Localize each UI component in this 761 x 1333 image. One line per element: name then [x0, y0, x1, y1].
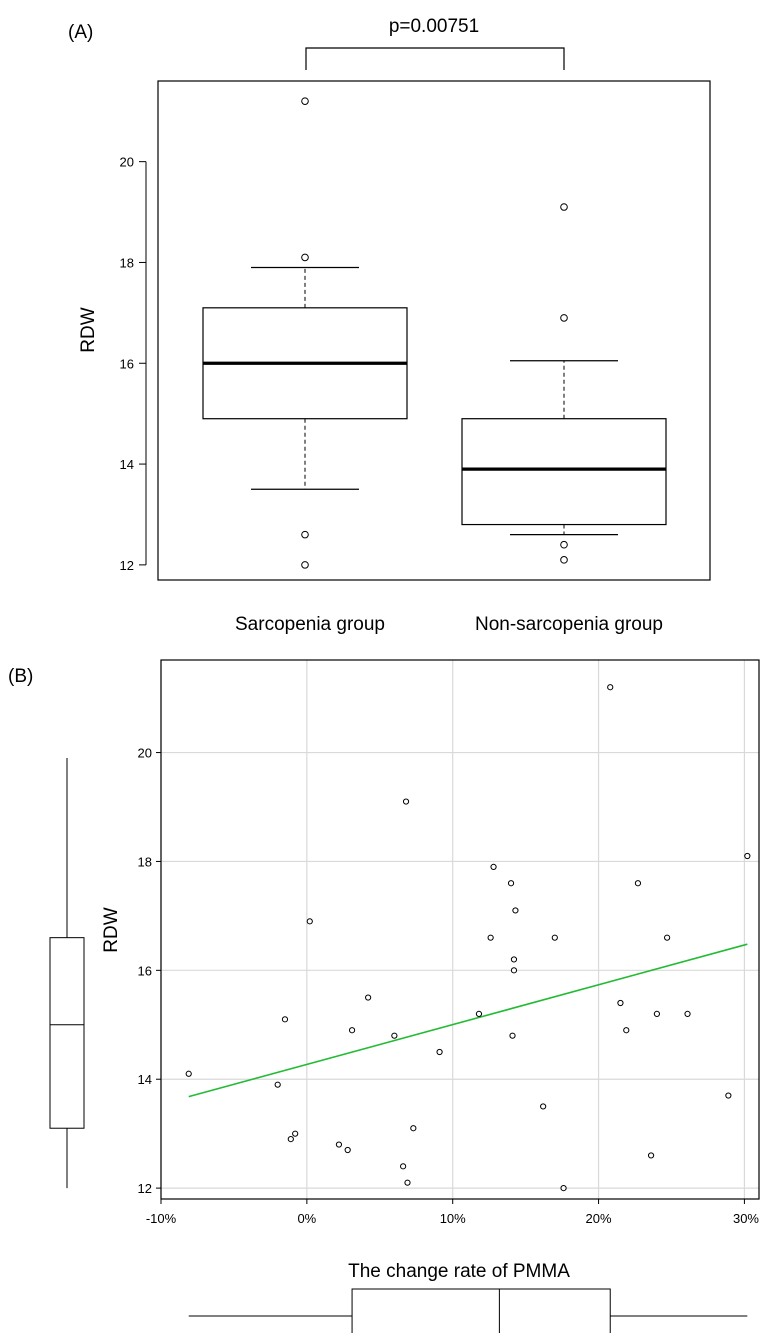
- scatter-point: [551, 934, 558, 941]
- scatter-point: [634, 880, 642, 887]
- x-tick-label-b: 10%: [440, 1211, 466, 1226]
- scatter-point: [436, 1048, 443, 1056]
- panel-b-label: (B): [8, 666, 33, 687]
- outlier-point: [560, 203, 568, 211]
- scatter-point: [684, 1010, 691, 1017]
- marginal-x-iqr-box: [351, 1288, 611, 1333]
- y-axis-a: 12 14 16 18 20: [120, 155, 147, 573]
- scatter-point: [540, 1103, 547, 1110]
- y-tick-label-a: 16: [120, 356, 134, 371]
- scatter-point: [287, 1136, 294, 1143]
- outlier-point: [560, 314, 568, 322]
- scatter-point: [647, 1152, 655, 1159]
- y-tick-label-b: 12: [138, 1181, 152, 1196]
- scatter-point: [400, 1163, 407, 1170]
- scatter-point: [402, 798, 410, 805]
- y-tick-label-a: 18: [120, 255, 134, 270]
- scatter-point: [607, 684, 614, 691]
- scatter-point: [391, 1032, 398, 1039]
- scatter-point: [653, 1010, 661, 1017]
- y-tick-label-b: 16: [138, 963, 152, 978]
- x-tick-label-b: 0%: [297, 1211, 316, 1226]
- outlier-point: [301, 561, 309, 569]
- iqr-box: [461, 418, 667, 526]
- scatter-point: [365, 994, 372, 1001]
- scatter-point: [512, 907, 519, 914]
- regression-line: [188, 943, 748, 1098]
- scatter-point: [344, 1146, 351, 1154]
- scatter-point: [510, 967, 518, 974]
- boxes-a: [202, 97, 667, 569]
- scatter-point: [560, 1185, 567, 1192]
- p-value-annotation: p=0.00751: [389, 16, 479, 37]
- plot-frame-b: [160, 659, 760, 1200]
- scatter-point: [404, 1179, 411, 1186]
- x-axis-b: -10% 0% 10% 20% 30%: [146, 1199, 759, 1226]
- scatter-point: [335, 1141, 343, 1148]
- marginal-y-iqr-box: [49, 937, 85, 1129]
- plot-frame-a: [157, 80, 711, 581]
- scatter-point: [507, 880, 515, 887]
- scatter-point: [274, 1081, 281, 1088]
- outlier-point: [560, 540, 568, 549]
- outlier-point: [560, 556, 568, 564]
- y-tick-label-b: 14: [138, 1072, 152, 1087]
- y-tick-label-a: 20: [120, 155, 134, 170]
- box-sarcopenia: [202, 97, 408, 569]
- marginal-y-boxplot: [49, 758, 85, 1189]
- scatter-point: [487, 934, 494, 941]
- scatter-point: [281, 1016, 289, 1023]
- y-axis-label-a: RDW: [78, 307, 99, 352]
- y-tick-label-a: 12: [120, 558, 134, 573]
- x-tick-label-b: -10%: [146, 1211, 177, 1226]
- x-tick-label-b: 30%: [733, 1211, 759, 1226]
- y-tick-label-b: 18: [138, 854, 152, 869]
- box-non-sarcopenia: [461, 203, 667, 564]
- outlier-point: [301, 97, 309, 105]
- scatter-point: [510, 956, 518, 963]
- y-tick-label-b: 20: [138, 746, 152, 761]
- scatter-point: [348, 1027, 356, 1034]
- y-axis-label-b: RDW: [101, 907, 122, 952]
- outlier-point: [301, 530, 309, 539]
- scatter-points: [185, 684, 751, 1192]
- panel-a: (A) p=0.00751 RDW 12 14 16 18 20 Sarcopenia …: [68, 16, 711, 635]
- scatter-point: [623, 1027, 630, 1034]
- x-tick-label-b: 20%: [586, 1211, 612, 1226]
- gridlines-b: [160, 660, 759, 1199]
- scatter-point: [664, 934, 671, 941]
- scatter-point: [725, 1092, 732, 1099]
- scatter-point: [410, 1125, 417, 1132]
- scatter-point: [490, 863, 497, 870]
- scatter-point: [306, 918, 313, 925]
- scatter-point: [475, 1010, 483, 1017]
- marginal-x-boxplot: [188, 1288, 748, 1333]
- scatter-point: [185, 1070, 192, 1077]
- y-axis-b: 12 14 16 18 20: [138, 746, 161, 1196]
- scatter-point: [617, 999, 624, 1007]
- significance-bracket: [305, 47, 565, 70]
- scatter-point: [744, 852, 751, 860]
- outlier-point: [301, 253, 309, 262]
- category-label-sarcopenia: Sarcopenia group: [235, 614, 385, 635]
- panel-a-label: (A): [68, 22, 93, 43]
- panel-b: (B) RDW 12 14 16 18 20 -10% 0% 10% 20% 30% The c…: [8, 659, 760, 1333]
- x-axis-label-b: The change rate of PMMA: [348, 1261, 570, 1282]
- y-tick-label-a: 14: [120, 457, 134, 472]
- scatter-point: [292, 1130, 299, 1137]
- scatter-point: [509, 1032, 516, 1039]
- category-label-non-sarcopenia: Non-sarcopenia group: [475, 614, 663, 635]
